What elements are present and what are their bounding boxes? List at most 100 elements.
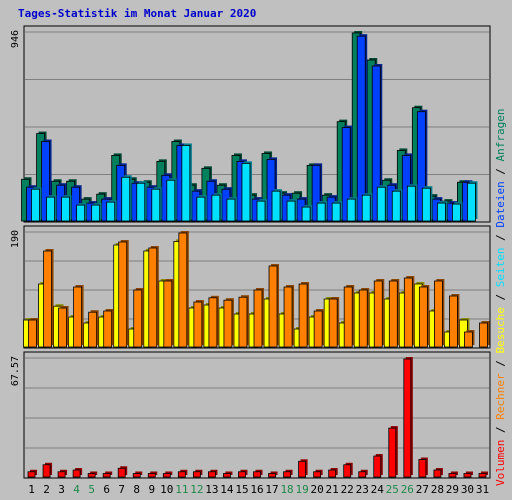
bar-bottom-volumen-2 <box>42 462 53 478</box>
bar-top-seiten-19 <box>301 205 313 222</box>
bar-face <box>418 459 427 478</box>
x-tick-label: 17 <box>265 483 278 496</box>
bar-face <box>178 232 188 348</box>
bar-middle-rechner-1 <box>28 318 39 348</box>
bar-bottom-volumen-25 <box>388 426 398 478</box>
bar-face <box>298 283 308 348</box>
bar-top-dateien-27 <box>416 109 428 222</box>
bar-face <box>208 471 216 478</box>
bar-face <box>147 473 156 478</box>
bar-bottom-volumen-23 <box>358 469 368 478</box>
bar-face <box>27 471 36 478</box>
bar-top-seiten-6 <box>106 200 117 222</box>
bar-face <box>57 471 66 478</box>
bar-middle-rechner-13 <box>208 295 219 348</box>
x-tick-label: 15 <box>235 483 248 496</box>
x-tick-label: 19 <box>295 483 308 496</box>
bar-face <box>343 286 353 348</box>
x-tick-label: 30 <box>461 483 474 496</box>
bar-middle-rechner-30 <box>464 330 475 348</box>
x-tick-label: 5 <box>88 483 95 496</box>
bar-middle-rechner-6 <box>103 309 114 348</box>
legend-separator: / <box>494 228 507 248</box>
bar-bottom-volumen-14 <box>223 471 233 478</box>
chart-panels: 946 190 67.57 <box>10 25 491 479</box>
bar-face <box>102 473 111 478</box>
bar-face <box>136 182 146 222</box>
bar-top-seiten-25 <box>391 189 403 222</box>
bar-face <box>433 469 442 478</box>
bar-face <box>148 247 158 348</box>
bar-bottom-volumen-17 <box>268 471 278 478</box>
bar-face <box>311 164 321 222</box>
x-tick-label: 24 <box>371 483 385 496</box>
legend-volumen: Volumen <box>494 440 507 486</box>
bar-bottom-volumen-1 <box>27 469 38 478</box>
bar-face <box>238 471 246 478</box>
bar-face <box>343 464 352 478</box>
bar-face <box>406 185 416 222</box>
bar-face <box>433 280 443 348</box>
bar-top-seiten-17 <box>271 189 283 222</box>
bar-middle-rechner-18 <box>283 285 295 348</box>
bar-face <box>467 182 476 222</box>
bar-face <box>42 464 51 478</box>
bar-face <box>356 35 366 222</box>
bar-face <box>43 250 52 348</box>
bar-face <box>41 141 50 222</box>
bar-face <box>87 473 96 478</box>
bar-top-seiten-3 <box>61 195 72 222</box>
bar-face <box>238 296 248 348</box>
bar-middle-rechner-28 <box>433 279 445 348</box>
bar-middle-rechner-29 <box>449 294 460 348</box>
bar-top-seiten-22 <box>346 197 358 222</box>
bar-face <box>452 203 461 222</box>
bar-face <box>193 301 203 348</box>
bar-face <box>192 471 201 478</box>
bar-face <box>31 188 40 222</box>
bar-top-seiten-5 <box>91 203 102 222</box>
bar-face <box>73 286 83 348</box>
bar-top-seiten-8 <box>136 181 147 222</box>
bar-bottom-volumen-27 <box>418 457 428 478</box>
bar-face <box>341 127 351 222</box>
bar-top-seiten-24 <box>376 185 388 222</box>
bar-top-seiten-26 <box>406 184 418 222</box>
bar-bottom-volumen-21 <box>328 468 338 478</box>
bar-face <box>283 471 291 478</box>
bar-face <box>358 289 368 348</box>
bar-face <box>371 65 381 222</box>
bar-bottom-volumen-31 <box>478 471 488 478</box>
bar-face <box>403 277 413 348</box>
x-tick-label: 3 <box>58 483 65 496</box>
bar-face <box>463 473 472 478</box>
bar-middle-rechner-14 <box>223 298 234 348</box>
bar-face <box>196 196 206 222</box>
bar-face <box>478 473 487 478</box>
bar-face <box>28 319 37 348</box>
bar-bottom-volumen-15 <box>238 469 248 478</box>
bar-bottom-volumen-12 <box>192 469 203 478</box>
bar-top-seiten-11 <box>181 143 192 222</box>
x-tick-label: 10 <box>160 483 173 496</box>
panel-bottom: 67.57 <box>10 351 491 479</box>
panel-frame <box>23 351 491 479</box>
bar-face <box>117 467 126 478</box>
bar-face <box>376 186 386 222</box>
bar-middle-rechner-16 <box>253 288 264 348</box>
bar-face <box>449 295 458 348</box>
bar-face <box>421 187 431 222</box>
bar-top-seiten-15 <box>241 161 252 222</box>
bar-top-seiten-27 <box>421 186 433 222</box>
bar-middle-rechner-3 <box>58 306 69 348</box>
x-tick-label: 14 <box>220 483 234 496</box>
bar-face <box>208 297 218 348</box>
bar-bottom-volumen-26 <box>403 357 413 478</box>
bar-bottom-volumen-19 <box>298 459 308 478</box>
x-tick-label: 21 <box>326 483 339 496</box>
bar-face <box>346 198 356 222</box>
bar-face <box>151 188 161 222</box>
bar-face <box>46 196 55 222</box>
bar-top-seiten-21 <box>331 201 343 222</box>
bar-top-seiten-7 <box>121 175 132 222</box>
